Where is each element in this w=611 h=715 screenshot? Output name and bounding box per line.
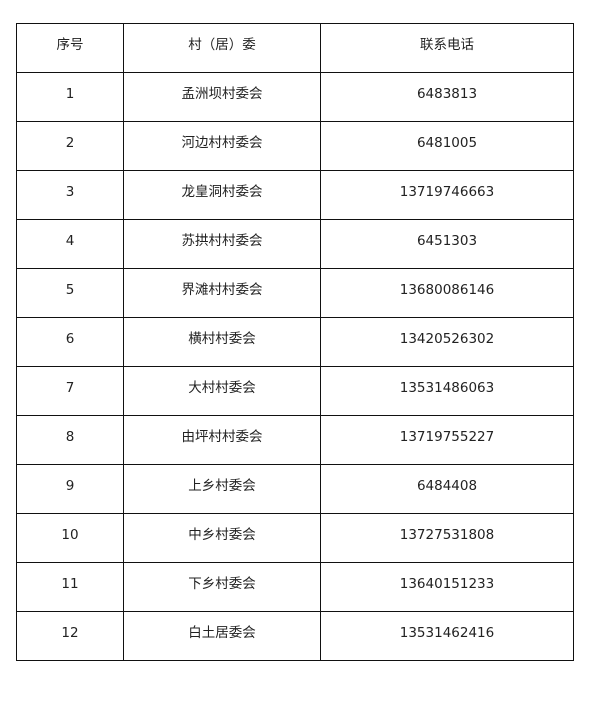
table-row: 6 横村村委会 13420526302 — [16, 317, 574, 367]
cell-index: 10 — [16, 513, 124, 563]
cell-phone: 6483813 — [320, 72, 574, 122]
cell-phone: 13531486063 — [320, 366, 574, 416]
contact-table: 序号 村（居）委 联系电话 1 孟洲坝村委会 6483813 2 河边村村委会 64810… — [16, 23, 574, 661]
cell-phone: 13680086146 — [320, 268, 574, 318]
cell-phone: 6481005 — [320, 121, 574, 171]
cell-index: 7 — [16, 366, 124, 416]
cell-committee: 龙皇洞村委会 — [123, 170, 321, 220]
cell-index: 12 — [16, 611, 124, 661]
table-row: 7 大村村委会 13531486063 — [16, 366, 574, 416]
table-row: 4 苏拱村村委会 6451303 — [16, 219, 574, 269]
cell-index: 3 — [16, 170, 124, 220]
cell-committee: 横村村委会 — [123, 317, 321, 367]
table-row: 2 河边村村委会 6481005 — [16, 121, 574, 171]
cell-index: 4 — [16, 219, 124, 269]
table-row: 1 孟洲坝村委会 6483813 — [16, 72, 574, 122]
cell-phone: 13531462416 — [320, 611, 574, 661]
table-row: 11 下乡村委会 13640151233 — [16, 562, 574, 612]
cell-committee: 界滩村村委会 — [123, 268, 321, 318]
cell-index: 5 — [16, 268, 124, 318]
cell-committee: 由坪村村委会 — [123, 415, 321, 465]
header-committee: 村（居）委 — [123, 23, 321, 73]
cell-index: 1 — [16, 72, 124, 122]
header-row: 序号 村（居）委 联系电话 — [16, 23, 574, 73]
cell-index: 6 — [16, 317, 124, 367]
cell-phone: 13719755227 — [320, 415, 574, 465]
cell-index: 8 — [16, 415, 124, 465]
table-row: 8 由坪村村委会 13719755227 — [16, 415, 574, 465]
cell-phone: 13727531808 — [320, 513, 574, 563]
cell-committee: 孟洲坝村委会 — [123, 72, 321, 122]
table-row: 10 中乡村委会 13727531808 — [16, 513, 574, 563]
cell-committee: 苏拱村村委会 — [123, 219, 321, 269]
cell-committee: 河边村村委会 — [123, 121, 321, 171]
cell-committee: 中乡村委会 — [123, 513, 321, 563]
cell-phone: 6484408 — [320, 464, 574, 514]
table-row: 12 白土居委会 13531462416 — [16, 611, 574, 661]
header-index: 序号 — [16, 23, 124, 73]
cell-committee: 白土居委会 — [123, 611, 321, 661]
cell-committee: 大村村委会 — [123, 366, 321, 416]
cell-phone: 13420526302 — [320, 317, 574, 367]
cell-index: 9 — [16, 464, 124, 514]
cell-phone: 13719746663 — [320, 170, 574, 220]
cell-index: 2 — [16, 121, 124, 171]
table-row: 9 上乡村委会 6484408 — [16, 464, 574, 514]
header-phone: 联系电话 — [320, 23, 574, 73]
cell-phone: 6451303 — [320, 219, 574, 269]
table-row: 5 界滩村村委会 13680086146 — [16, 268, 574, 318]
cell-committee: 下乡村委会 — [123, 562, 321, 612]
cell-phone: 13640151233 — [320, 562, 574, 612]
table-row: 3 龙皇洞村委会 13719746663 — [16, 170, 574, 220]
cell-committee: 上乡村委会 — [123, 464, 321, 514]
cell-index: 11 — [16, 562, 124, 612]
